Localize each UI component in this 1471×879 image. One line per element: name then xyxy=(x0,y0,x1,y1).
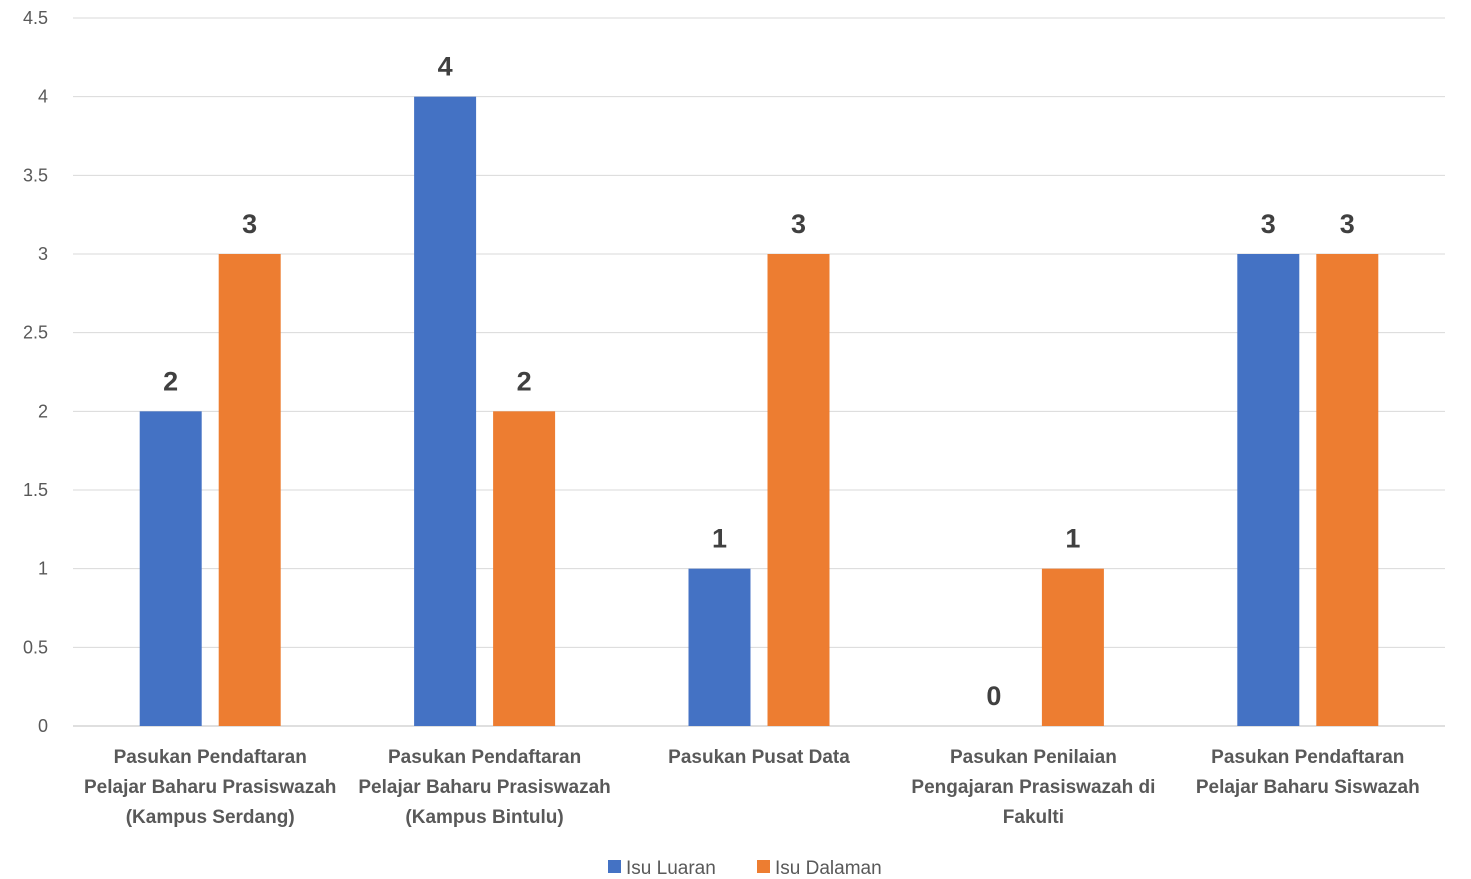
y-tick-label: 4.5 xyxy=(23,8,48,28)
data-label: 2 xyxy=(517,366,532,396)
data-label: 4 xyxy=(438,52,453,82)
data-label: 0 xyxy=(986,681,1001,711)
y-axis: 0 0.5 1 1.5 2 2.5 3 3.5 4 4.5 xyxy=(23,8,48,736)
x-tick-label: Pasukan Penilaian xyxy=(950,747,1117,768)
y-tick-label: 4 xyxy=(38,87,48,107)
bar xyxy=(767,254,830,726)
data-label: 1 xyxy=(712,524,727,554)
y-tick-label: 0.5 xyxy=(23,637,48,657)
x-tick-label: (Kampus Bintulu) xyxy=(405,807,563,828)
legend-swatch xyxy=(608,860,621,873)
x-tick-label: Pelajar Baharu Siswazah xyxy=(1196,777,1420,798)
data-label: 3 xyxy=(791,209,806,239)
y-tick-label: 3 xyxy=(38,244,48,264)
x-axis: Pasukan Pendaftaran Pelajar Baharu Prasis… xyxy=(84,747,1420,828)
data-labels: 2 3 4 2 1 3 0 1 3 3 xyxy=(163,52,1355,711)
legend-swatch xyxy=(757,860,770,873)
x-tick-label: Pelajar Baharu Prasiswazah xyxy=(84,777,336,798)
y-tick-label: 2.5 xyxy=(23,323,48,343)
gridlines xyxy=(73,17,1445,727)
data-label: 2 xyxy=(163,366,178,396)
x-tick-label: Pengajaran Prasiswazah di xyxy=(911,777,1155,798)
bar xyxy=(1041,568,1104,726)
x-tick-label: Pasukan Pendaftaran xyxy=(1211,747,1404,768)
y-tick-label: 1.5 xyxy=(23,480,48,500)
legend-label: Isu Luaran xyxy=(626,858,716,879)
bar xyxy=(139,411,202,726)
x-tick-label: Pasukan Pendaftaran xyxy=(388,747,581,768)
data-label: 3 xyxy=(242,209,257,239)
y-tick-label: 1 xyxy=(38,559,48,579)
bar xyxy=(493,411,556,726)
legend-label: Isu Dalaman xyxy=(775,858,882,879)
bar xyxy=(1237,254,1300,726)
x-tick-label: Pasukan Pusat Data xyxy=(668,747,850,768)
x-tick-label: Fakulti xyxy=(1003,807,1064,828)
y-tick-label: 2 xyxy=(38,401,48,421)
bar xyxy=(218,254,281,726)
x-tick-label: (Kampus Serdang) xyxy=(126,807,295,828)
data-label: 3 xyxy=(1340,209,1355,239)
y-tick-label: 3.5 xyxy=(23,165,48,185)
data-label: 3 xyxy=(1261,209,1276,239)
x-tick-label: Pelajar Baharu Prasiswazah xyxy=(358,777,610,798)
bars xyxy=(139,96,1379,726)
bar xyxy=(414,96,477,726)
bar xyxy=(1316,254,1379,726)
y-tick-label: 0 xyxy=(38,716,48,736)
bar xyxy=(688,568,751,726)
x-tick-label: Pasukan Pendaftaran xyxy=(114,747,307,768)
legend: Isu Luaran Isu Dalaman xyxy=(608,858,882,879)
data-label: 1 xyxy=(1065,524,1080,554)
